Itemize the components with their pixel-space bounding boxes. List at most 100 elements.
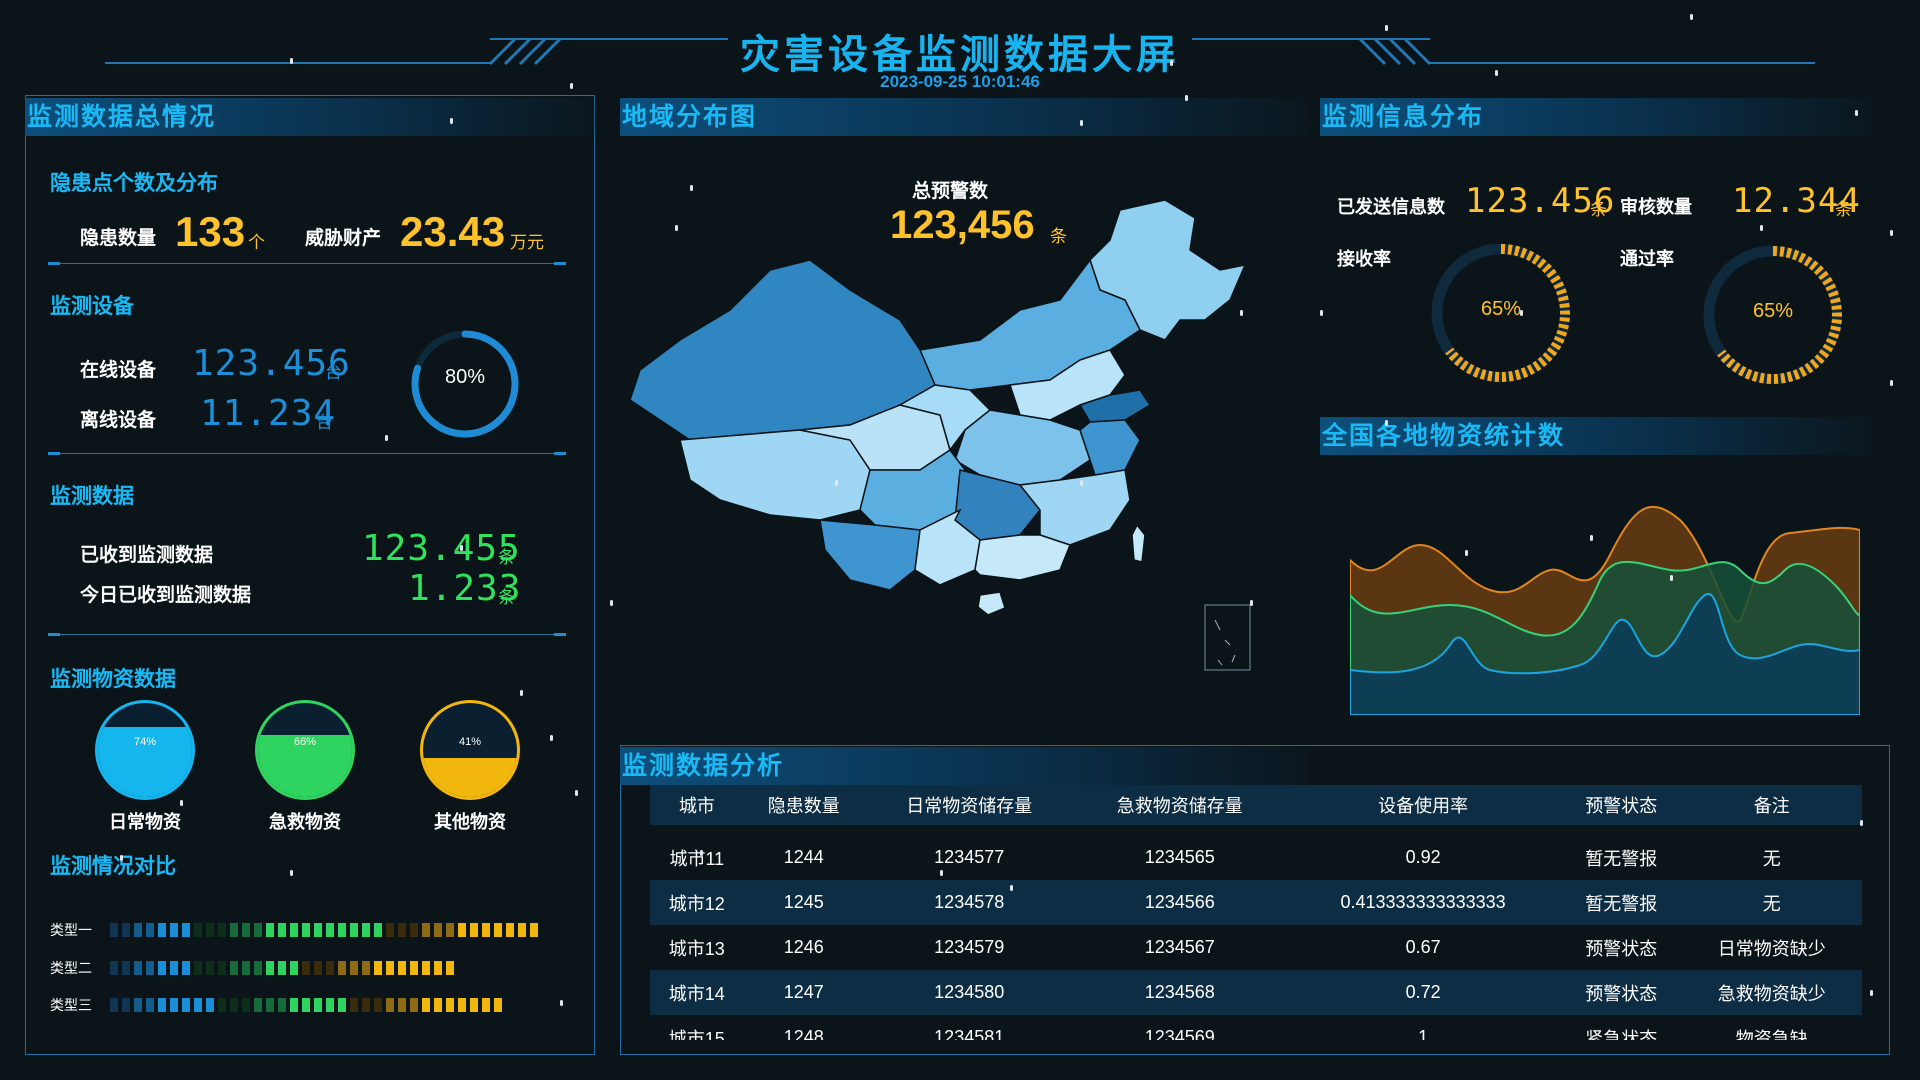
table-cell: 1246 bbox=[783, 937, 824, 957]
table-cell: 紧急状态 bbox=[1585, 1028, 1658, 1041]
table-row[interactable]: 城市14 1247 1234580 1234568 0.72 预警状态 急救物资缺少 bbox=[650, 970, 1862, 1015]
material-gauge: 66% bbox=[255, 700, 355, 800]
review-count-value: 12.344 bbox=[1732, 181, 1861, 221]
snow-particle bbox=[1690, 14, 1693, 20]
hazard-section-title: 隐患点个数及分布 bbox=[50, 172, 218, 195]
device-online-rate-text: 80% bbox=[444, 366, 486, 388]
snow-particle bbox=[1170, 60, 1173, 66]
area-series-blue bbox=[1350, 592, 1860, 715]
online-device-value: 123.456 bbox=[192, 343, 351, 384]
table-row[interactable]: 城市12 1245 1234578 1234566 0.413333333333333 暂… bbox=[650, 880, 1862, 925]
snow-particle bbox=[290, 58, 293, 64]
stats-panel-title: 全国各地物资统计数 bbox=[1320, 417, 1875, 455]
snow-particle bbox=[1320, 310, 1323, 316]
rate-ring-remaining bbox=[1431, 243, 1571, 383]
analysis-panel bbox=[620, 745, 1890, 1055]
material-gauge: 41% bbox=[420, 700, 520, 800]
snow-particle bbox=[1870, 990, 1873, 996]
table-cell: 暂无警报 bbox=[1561, 880, 1682, 925]
table-cell: 1234580 bbox=[863, 970, 1075, 1015]
table-cell: 城市13 bbox=[668, 938, 725, 959]
received-data-value: 123.455 bbox=[362, 528, 521, 569]
receive-rate-text: 65% bbox=[1480, 298, 1522, 320]
snow-particle bbox=[1890, 380, 1893, 386]
table-cell: 1248 bbox=[783, 1027, 824, 1040]
material-gauge-label: 急救物资 bbox=[269, 812, 341, 832]
overview-panel-title: 监测数据总情况 bbox=[25, 98, 595, 136]
offline-device-unit: 台 bbox=[316, 413, 334, 432]
snow-particle bbox=[1080, 480, 1083, 486]
table-cell: 无 bbox=[1681, 880, 1862, 925]
material-gauge-pct: 74% bbox=[133, 736, 157, 748]
section-divider bbox=[48, 452, 566, 455]
snow-particle bbox=[1760, 225, 1763, 231]
snow-particle bbox=[1080, 120, 1083, 126]
map-panel-title: 地域分布图 bbox=[620, 98, 1310, 136]
table-column-header: 备注 bbox=[1681, 785, 1862, 825]
sent-info-label: 已发送信息数 bbox=[1337, 197, 1445, 217]
snow-particle bbox=[1520, 310, 1523, 316]
compare-section-title: 监测情况对比 bbox=[50, 855, 176, 878]
table-row[interactable]: 城市15 1248 1234581 1234569 1 紧急状态 物资急缺 bbox=[650, 1015, 1862, 1040]
table-cell: 1247 bbox=[743, 970, 864, 1015]
table-row[interactable]: 城市11 1244 1234577 1234565 0.92 暂无警报 无 bbox=[650, 835, 1862, 880]
map-region-taiwan bbox=[1131, 523, 1146, 563]
analysis-table: 城市 隐患数量 日常物资储存量 急救物资储存量 设备使用率 预警状态 备注 城市11 1244… bbox=[650, 785, 1862, 1040]
analysis-panel-title: 监测数据分析 bbox=[620, 747, 1310, 785]
table-column-header: 隐患数量 bbox=[743, 785, 864, 825]
table-column-header: 日常物资储存量 bbox=[863, 785, 1075, 825]
pass-rate-label: 通过率 bbox=[1620, 249, 1674, 269]
materials-section-title: 监测物资数据 bbox=[50, 668, 176, 691]
page-title: 灾害设备监测数据大屏 bbox=[740, 33, 1180, 77]
table-cell: 1234567 bbox=[1144, 937, 1215, 957]
material-gauge-fill bbox=[423, 758, 517, 797]
snow-particle bbox=[1385, 420, 1388, 426]
header-right-deco bbox=[1358, 37, 1432, 66]
overview-panel bbox=[25, 95, 595, 1055]
snow-particle bbox=[1590, 535, 1593, 541]
table-row[interactable]: 城市13 1246 1234579 1234567 0.67 预警状态 日常物资缺少 bbox=[650, 925, 1862, 970]
rate-ring-remaining bbox=[1703, 245, 1843, 385]
compare-row-label-3: 类型三 bbox=[50, 997, 92, 1013]
material-gauge: 74% bbox=[95, 700, 195, 800]
snow-particle bbox=[450, 118, 453, 124]
map-region-tibet bbox=[679, 429, 871, 521]
table-column-header: 急救物资储存量 bbox=[1074, 785, 1286, 825]
table-cell: 无 bbox=[1762, 848, 1781, 869]
total-warning-value: 123,456 bbox=[890, 203, 1035, 247]
device-section-title: 监测设备 bbox=[50, 295, 134, 318]
compare-bar-row bbox=[110, 923, 538, 937]
snow-particle bbox=[385, 435, 388, 441]
hazard-count-unit: 个 bbox=[248, 233, 265, 252]
table-body: 城市11 1244 1234577 1234565 0.92 暂无警报无城市12 1245 1… bbox=[650, 825, 1862, 1040]
table-column-header: 城市 bbox=[650, 785, 744, 825]
snow-particle bbox=[290, 870, 293, 876]
snow-particle bbox=[700, 850, 703, 856]
analysis-table-viewport[interactable]: 城市 隐患数量 日常物资储存量 急救物资储存量 设备使用率 预警状态 备注 城市11 1244… bbox=[650, 785, 1862, 1040]
table-cell: 1234578 bbox=[863, 880, 1075, 925]
snow-particle bbox=[1240, 310, 1243, 316]
threat-asset-value: 23.43 bbox=[400, 208, 506, 255]
snow-particle bbox=[690, 185, 693, 191]
table-cell: 0.67 bbox=[1405, 937, 1441, 957]
table-cell: 暂无警报 bbox=[1585, 848, 1658, 869]
table-cell: 1234579 bbox=[934, 937, 1005, 957]
snow-particle bbox=[1860, 820, 1863, 826]
today-data-label: 今日已收到监测数据 bbox=[80, 585, 252, 606]
table-cell: 日常物资缺少 bbox=[1717, 938, 1826, 959]
china-map bbox=[629, 199, 1251, 671]
table-cell: 0.72 bbox=[1285, 970, 1562, 1015]
map-region-yunnan bbox=[819, 519, 921, 591]
threat-asset-label: 威胁财产 bbox=[305, 228, 382, 249]
snow-particle bbox=[1890, 230, 1893, 236]
snow-particle bbox=[610, 600, 613, 606]
map-region-guangdong bbox=[974, 534, 1071, 581]
table-cell: 1245 bbox=[743, 880, 864, 925]
online-device-label: 在线设备 bbox=[80, 360, 157, 381]
compare-row-label-1: 类型一 bbox=[50, 922, 92, 938]
table-cell: 城市11 bbox=[669, 848, 725, 869]
received-data-unit: 条 bbox=[498, 548, 516, 567]
snow-particle bbox=[1185, 95, 1188, 101]
table-cell: 1234577 bbox=[934, 847, 1005, 867]
snow-particle bbox=[1855, 110, 1858, 116]
